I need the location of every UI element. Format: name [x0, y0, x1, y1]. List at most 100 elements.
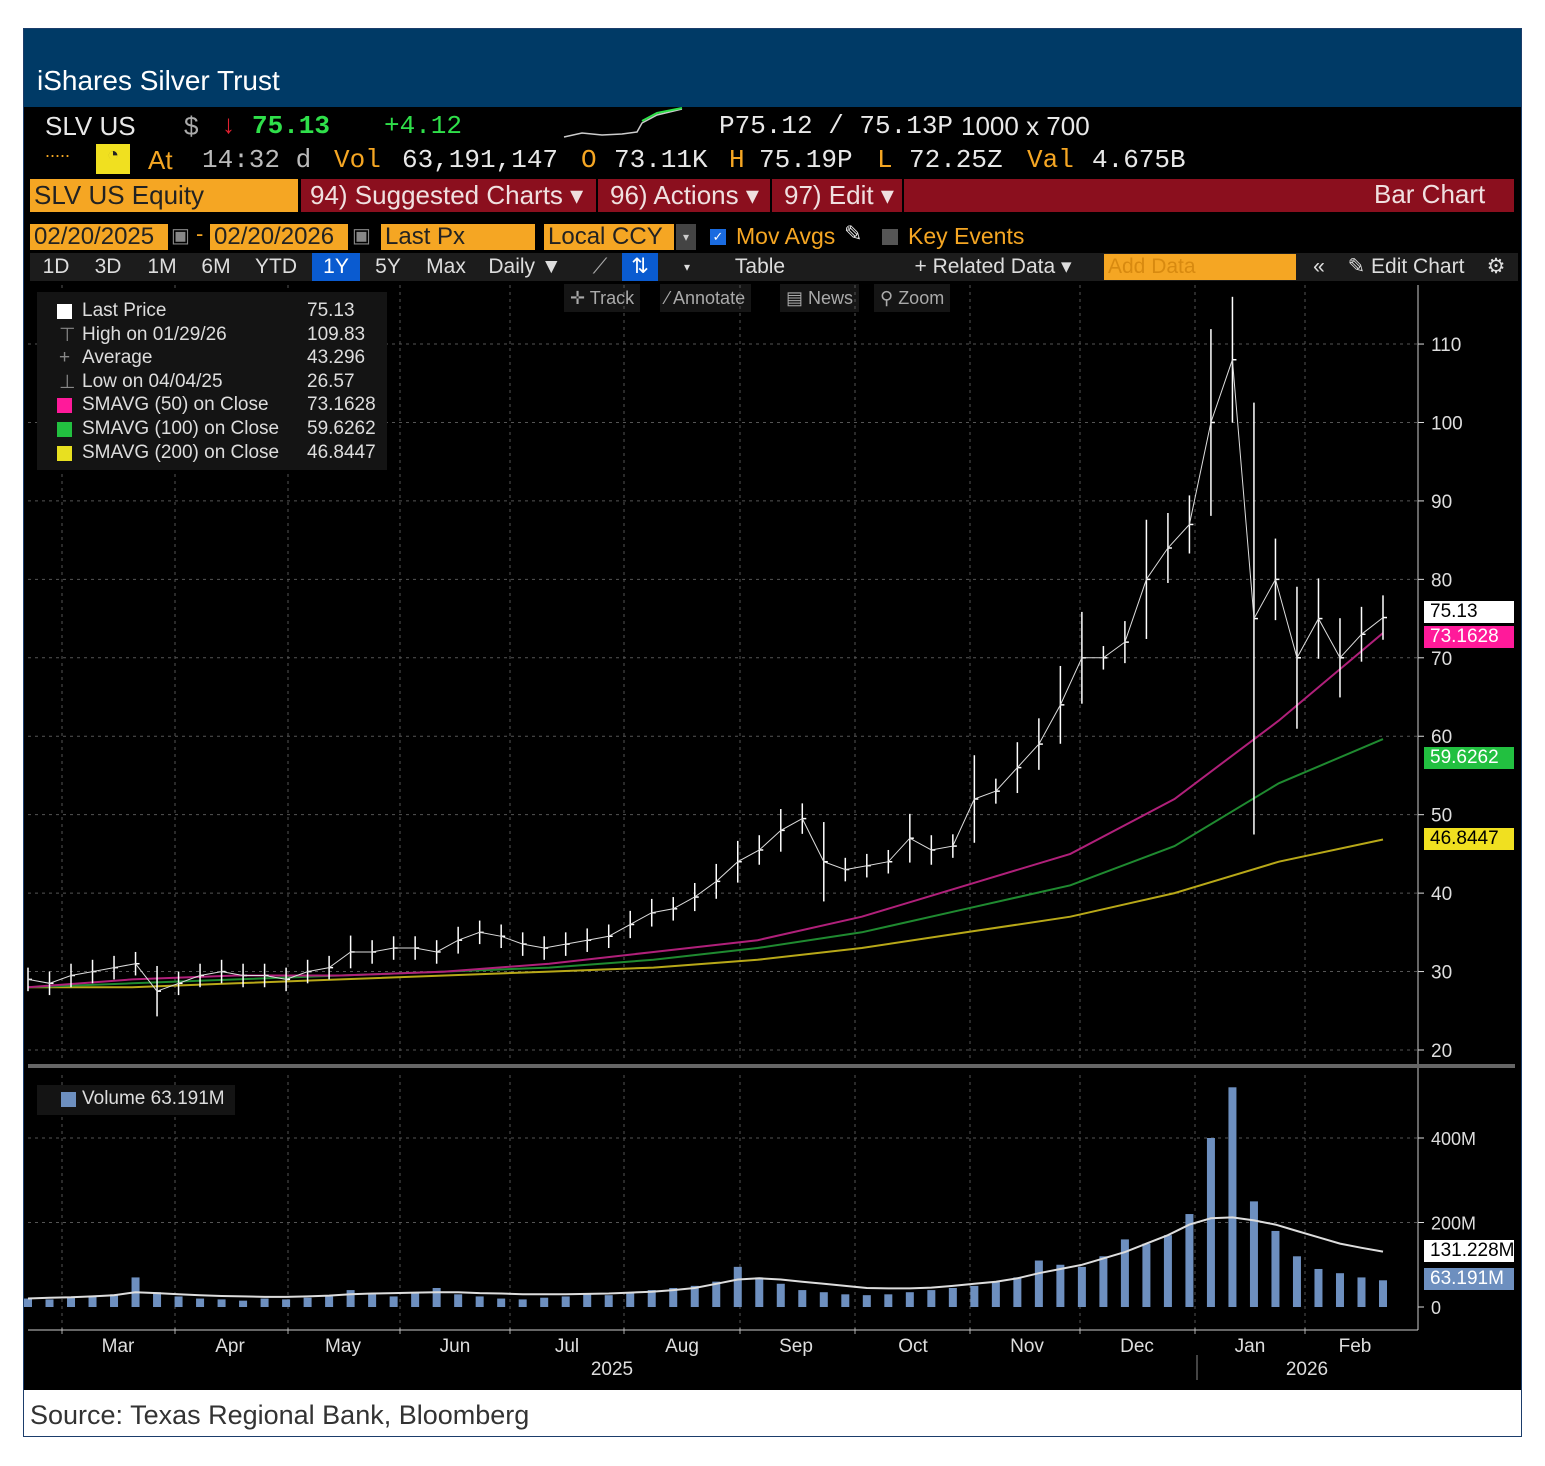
price-tick-label: 50 [1431, 806, 1452, 827]
dots-icon: ..... [45, 141, 71, 161]
calendar-icon[interactable]: ▣ [352, 225, 371, 247]
legend-value: 43.296 [307, 347, 366, 369]
legend-value: 73.1628 [307, 394, 376, 416]
volume-bar [475, 1296, 484, 1307]
volume-bar [1120, 1239, 1129, 1307]
chevron-down-icon[interactable]: ▾ [676, 224, 696, 250]
legend-swatch [57, 422, 72, 437]
volume-bar [540, 1297, 549, 1307]
volume-bar [884, 1294, 893, 1307]
table-button[interactable]: Table [710, 253, 810, 281]
annotate-tool[interactable]: ⁄ Annotate [660, 284, 752, 312]
volume-legend-label: Volume 63.191M [82, 1088, 225, 1109]
last-price: 75.13 [252, 111, 331, 141]
open-label: O [581, 145, 597, 175]
legend-label: SMAVG (50) on Close [82, 394, 269, 416]
key-events-checkbox[interactable] [882, 229, 898, 245]
ticker: SLV US [45, 111, 136, 141]
period-select[interactable]: Daily ▼ [482, 253, 568, 281]
volume-bar [733, 1266, 742, 1307]
legend-label: SMAVG (200) on Close [82, 441, 280, 463]
pencil-icon[interactable]: ✎ [844, 221, 863, 246]
suggested-charts-button[interactable]: 94) Suggested Charts ▾ [304, 179, 598, 212]
end-date-input[interactable]: 02/20/2026 [210, 224, 348, 250]
volume-bar [1163, 1235, 1172, 1307]
news-tool[interactable]: ▤ News [780, 284, 860, 312]
volume-bar [991, 1281, 1000, 1307]
volume-bar [153, 1292, 162, 1307]
open-value: 73.11K [614, 145, 708, 175]
gear-icon[interactable]: ⚙ [1482, 253, 1510, 281]
range-6m[interactable]: 6M [194, 253, 238, 281]
edit-button[interactable]: 97) Edit ▾ [778, 179, 904, 212]
volume-bar [346, 1290, 355, 1307]
volume-bar [368, 1294, 377, 1307]
volume-bar [325, 1296, 334, 1307]
field-select[interactable]: Last Px [381, 224, 535, 250]
volume-bar [24, 1298, 32, 1307]
collapse-icon[interactable]: « [1306, 253, 1332, 281]
actions-button[interactable]: 96) Actions ▾ [604, 179, 772, 212]
bar-chart-icon[interactable]: ⇅ [622, 253, 658, 281]
start-date-input[interactable]: 02/20/2025 [30, 224, 168, 250]
low-value: 72.25Z [909, 145, 1003, 175]
price-tick-label: 40 [1431, 884, 1452, 905]
volume-ma-badge: 131.228M [1424, 1240, 1515, 1262]
volume-bar [841, 1294, 850, 1307]
currency-select[interactable]: Local CCY [544, 224, 674, 250]
volume-bar [45, 1299, 54, 1307]
at-label: At [148, 145, 173, 175]
volume-bar [690, 1285, 699, 1307]
zoom-tool[interactable]: ⚲ Zoom [874, 284, 951, 312]
range-5y[interactable]: 5Y [366, 253, 410, 281]
legend-swatch [57, 398, 72, 414]
volume-bar [1077, 1266, 1086, 1307]
x-month-label: Jul [555, 1336, 579, 1357]
related-data-button[interactable]: + Related Data ▾ [904, 253, 1082, 281]
sma50-line [27, 632, 1384, 989]
chart-type-label: Bar Chart [1374, 179, 1486, 209]
volume-bar [196, 1298, 205, 1307]
track-tool[interactable]: ✛ Track [564, 284, 641, 312]
volume-bar [626, 1292, 635, 1307]
x-month-label: Dec [1120, 1336, 1154, 1357]
volume-bar [712, 1281, 721, 1307]
volume-swatch [61, 1092, 76, 1107]
val-label: Val [1027, 145, 1074, 175]
volume-bar [948, 1287, 957, 1307]
security-field[interactable]: SLV US Equity [30, 179, 298, 212]
range-max[interactable]: Max [418, 253, 474, 281]
add-data-input[interactable]: Add Data [1104, 254, 1296, 280]
volume-bar [174, 1296, 183, 1307]
legend-label: SMAVG (100) on Close [82, 418, 280, 439]
volume-bar [819, 1292, 828, 1307]
range-ytd[interactable]: YTD [248, 253, 304, 281]
range-1y[interactable]: 1Y [312, 253, 360, 281]
chevron-down-icon[interactable]: ▾ [676, 253, 698, 281]
volume-bar [67, 1297, 76, 1307]
x-month-label: Jan [1235, 1336, 1266, 1357]
line-chart-icon[interactable]: ⟋ [584, 253, 616, 281]
volume-bar [1099, 1256, 1108, 1307]
val-value: 4.675B [1092, 145, 1186, 175]
pencil-icon: ✎ [1347, 255, 1372, 278]
range-1m[interactable]: 1M [140, 253, 184, 281]
price-line [27, 359, 1384, 992]
volume-bar [1228, 1087, 1237, 1307]
high-label: H [729, 145, 745, 175]
volume-bar [798, 1290, 807, 1307]
range-1d[interactable]: 1D [34, 253, 78, 281]
volume-bar [669, 1287, 678, 1307]
calendar-icon[interactable]: ▣ [171, 225, 190, 247]
range-3d[interactable]: 3D [86, 253, 130, 281]
sparkline-icon [563, 107, 683, 138]
price-tick-label: 20 [1431, 1041, 1452, 1062]
volume-bar [282, 1299, 291, 1307]
volume-bar [1249, 1201, 1258, 1307]
legend-swatch [57, 445, 72, 461]
mov-avgs-checkbox[interactable]: ✓ [710, 229, 726, 245]
volume-tick-label: 400M [1431, 1129, 1476, 1149]
edit-chart-button[interactable]: ✎ Edit Chart [1340, 253, 1472, 281]
x-month-label: Apr [215, 1336, 245, 1357]
